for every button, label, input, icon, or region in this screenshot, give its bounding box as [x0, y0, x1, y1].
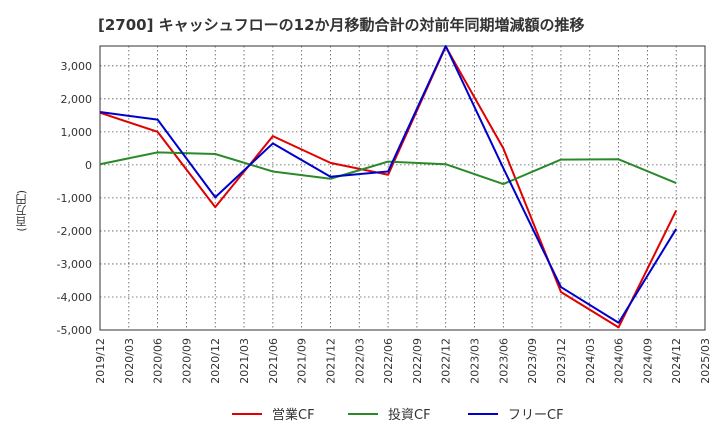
x-tick-label: 2021/09 — [296, 338, 309, 384]
y-tick-label: 3,000 — [61, 60, 93, 73]
plot-area — [100, 46, 705, 330]
x-tick-label: 2020/06 — [152, 338, 165, 384]
legend-label: 投資CF — [388, 407, 431, 423]
x-tick-label: 2021/06 — [267, 338, 280, 384]
x-tick-label: 2019/12 — [94, 338, 107, 384]
x-tick-label: 2024/06 — [613, 338, 626, 384]
x-tick-label: 2024/03 — [584, 338, 597, 384]
y-tick-label: 2,000 — [61, 93, 93, 106]
y-tick-label: -5,000 — [57, 324, 92, 337]
legend-label: フリーCF — [508, 408, 564, 423]
x-tick-label: 2022/12 — [440, 338, 453, 384]
y-tick-label: -1,000 — [57, 192, 92, 205]
x-tick-label: 2025/03 — [699, 338, 712, 384]
series-line — [99, 45, 678, 324]
chart-title: [2700] キャッシュフローの12か月移動合計の対前年同期増減額の推移 — [98, 16, 585, 34]
x-tick-label: 2023/09 — [526, 338, 539, 384]
series-line — [99, 151, 677, 186]
y-tick-label: 1,000 — [61, 126, 93, 139]
x-tick-label: 2022/03 — [353, 338, 366, 384]
x-tick-label: 2023/03 — [469, 338, 482, 384]
x-tick-label: 2024/09 — [641, 338, 654, 384]
x-tick-label: 2022/06 — [382, 338, 395, 384]
x-tick-labels: 2019/12 2020/03 2020/06 2020/09 2020/12 2021/… — [94, 338, 712, 384]
x-tick-label: 2020/09 — [180, 338, 193, 384]
x-tick-label: 2020/12 — [209, 338, 222, 384]
x-tick-label: 2020/03 — [123, 338, 136, 384]
y-tick-label: -4,000 — [57, 291, 92, 304]
x-tick-label: 2023/06 — [497, 338, 510, 384]
grid — [99, 46, 706, 331]
legend: 営業CF 投資CF フリーCF — [232, 407, 564, 423]
series-lines — [99, 45, 678, 329]
x-tick-label: 2024/12 — [670, 338, 683, 384]
y-tick-label: -2,000 — [57, 225, 92, 238]
axes — [99, 45, 706, 331]
y-tick-labels: 3,000 2,000 1,000 0 -1,000 -2,000 -3,000 -4,000… — [57, 60, 92, 337]
y-tick-label: -3,000 — [57, 258, 92, 271]
legend-label: 営業CF — [272, 407, 315, 423]
x-tick-label: 2021/03 — [238, 338, 251, 384]
series-line — [99, 45, 678, 329]
plot-border — [99, 45, 706, 331]
x-tick-label: 2023/12 — [555, 338, 568, 384]
x-tick-label: 2021/12 — [324, 338, 337, 384]
y-tick-label: 0 — [85, 159, 92, 172]
x-tick-label: 2022/09 — [411, 338, 424, 384]
